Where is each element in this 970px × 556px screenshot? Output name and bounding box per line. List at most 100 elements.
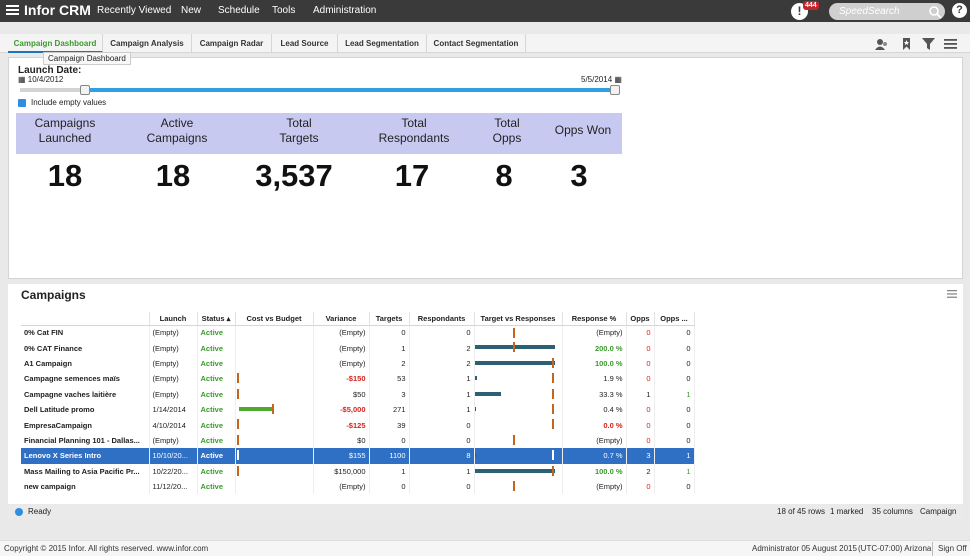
campaigns-title: Campaigns — [21, 288, 86, 302]
col-header-status[interactable]: Status ▴ — [197, 312, 236, 326]
tab-campaign-radar[interactable]: Campaign Radar — [192, 34, 272, 53]
search-input[interactable] — [839, 5, 925, 18]
cell-campaign-name: Lenovo X Series Intro — [21, 448, 150, 464]
table-row[interactable]: Dell Latitude promo 1/14/2014 Active -$5,00… — [21, 401, 695, 418]
start-date[interactable]: ▦ 10/4/2012 — [18, 75, 64, 84]
col-header-launch[interactable]: Launch — [149, 312, 198, 326]
cell-cost-vs-budget — [235, 478, 314, 495]
include-empty-checkbox[interactable] — [18, 99, 26, 107]
col-header-targets[interactable]: Targets — [369, 312, 410, 326]
cell-launch: (Empty) — [149, 325, 198, 341]
tab-lead-segmentation[interactable]: Lead Segmentation — [338, 34, 427, 53]
tab-contact-segmentation[interactable]: Contact Segmentation — [427, 34, 526, 53]
cell-variance: $155 — [313, 448, 370, 464]
cell-respondants: 0 — [409, 325, 475, 341]
calendar-icon[interactable]: ▦ — [18, 75, 28, 84]
target-marker — [551, 465, 554, 476]
cell-campaign-name: EmpresaCampaign — [21, 417, 150, 433]
kpi-value-total-respondants: 17 — [394, 158, 430, 193]
tab-campaign-analysis[interactable]: Campaign Analysis — [103, 34, 192, 53]
table-row[interactable]: EmpresaCampaign 4/10/2014 Active -$125 39 0 0.… — [21, 417, 695, 433]
nav-administration[interactable]: Administration — [313, 5, 377, 16]
cell-response-pct: 100.0 % — [562, 355, 627, 372]
cell-target-vs-responses — [474, 340, 563, 356]
target-marker — [551, 419, 554, 430]
search-icon[interactable] — [928, 5, 942, 19]
cell-cost-vs-budget — [235, 386, 314, 402]
cell-respondants: 8 — [409, 448, 475, 464]
col-header-response-pct[interactable]: Response % — [562, 312, 627, 326]
nav-recently-viewed[interactable]: Recently Viewed — [97, 5, 172, 16]
cell-launch: 10/22/20... — [149, 463, 198, 479]
table-header-row: Launch Status ▴ Cost vs Budget Variance … — [21, 312, 695, 326]
budget-marker — [236, 465, 239, 476]
status-marked: 1 marked — [830, 507, 864, 516]
table-row[interactable]: Mass Mailing to Asia Pacific Pr... 10/22/… — [21, 463, 695, 479]
target-marker — [512, 480, 515, 491]
cell-opps: 0 — [626, 417, 655, 433]
tab-campaign-dashboard[interactable]: Campaign Dashboard — [8, 34, 103, 53]
kpi-value-total-opps: 8 — [495, 158, 513, 193]
cell-opps-won: 0 — [654, 417, 695, 433]
date-range-slider[interactable] — [20, 88, 614, 92]
calendar-icon[interactable]: ▦ — [612, 75, 622, 84]
cell-target-vs-responses — [474, 325, 563, 341]
kpi-title-total-targets: Total Targets — [279, 116, 319, 145]
col-header-target-vs-responses[interactable]: Target vs Responses — [474, 312, 563, 326]
cell-response-pct: 100.0 % — [562, 463, 627, 479]
table-row[interactable]: A1 Campaign (Empty) Active (Empty) 2 2 100.0 %… — [21, 355, 695, 372]
sign-off-link[interactable]: Sign Off — [932, 542, 967, 556]
end-date[interactable]: 5/5/2014 ▦ — [581, 75, 622, 84]
kpi-title-active-campaigns: Active Campaigns — [146, 116, 208, 145]
filter-icon[interactable] — [922, 38, 935, 50]
list-menu-icon[interactable] — [947, 290, 957, 298]
cell-status: Active — [197, 371, 236, 387]
kpi-value-total-targets: 3,537 — [255, 158, 333, 193]
slider-start-handle[interactable] — [80, 85, 90, 95]
users-icon[interactable] — [875, 38, 888, 50]
table-row[interactable]: 0% Cat FIN (Empty) Active (Empty) 0 0 (Empty) 0… — [21, 325, 695, 341]
col-header-respondants[interactable]: Respondants — [409, 312, 475, 326]
col-header-cost-vs-budget[interactable]: Cost vs Budget — [235, 312, 314, 326]
more-menu-icon[interactable] — [944, 38, 957, 50]
nav-tools[interactable]: Tools — [272, 5, 296, 16]
slider-end-handle[interactable] — [610, 85, 620, 95]
nav-schedule[interactable]: Schedule — [218, 5, 260, 16]
cell-respondants: 1 — [409, 401, 475, 418]
cell-response-pct: 1.9 % — [562, 371, 627, 387]
col-header-variance[interactable]: Variance — [313, 312, 370, 326]
cell-opps-won: 1 — [654, 386, 695, 402]
tab-lead-source[interactable]: Lead Source — [272, 34, 338, 53]
cell-campaign-name: new campaign — [21, 478, 150, 495]
status-entity: Campaign — [920, 507, 957, 516]
col-header-name[interactable] — [21, 312, 150, 326]
cell-cost-vs-budget — [235, 401, 314, 418]
copyright-text: Copyright © 2015 Infor. All rights reser… — [4, 544, 209, 553]
table-row[interactable]: new campaign 11/12/20... Active (Empty) 0 0 (E… — [21, 478, 695, 495]
tab-bar: Campaign Dashboard Campaign Analysis Cam… — [0, 34, 970, 53]
cell-opps: 0 — [626, 340, 655, 356]
table-row[interactable]: Campagne vaches laitière (Empty) Active $50… — [21, 386, 695, 402]
table-row[interactable]: Campagne semences maïs (Empty) Active -$150… — [21, 371, 695, 387]
table-row[interactable]: Lenovo X Series Intro 10/10/20... Active $1… — [21, 448, 695, 464]
app-brand[interactable]: Infor CRM — [6, 2, 91, 18]
col-header-opps[interactable]: Opps — [626, 312, 655, 326]
table-row[interactable]: Financial Planning 101 - Dallas... (Empty… — [21, 432, 695, 449]
menu-icon[interactable] — [6, 4, 19, 16]
col-header-opps-won[interactable]: Opps ... — [654, 312, 695, 326]
target-marker — [551, 403, 554, 414]
target-marker — [551, 357, 554, 368]
kpi-value-campaigns-launched: 18 — [47, 158, 83, 193]
table-row[interactable]: 0% CAT Finance (Empty) Active (Empty) 1 2 200.… — [21, 340, 695, 356]
cell-launch: (Empty) — [149, 371, 198, 387]
target-marker — [551, 373, 554, 384]
cell-opps: 0 — [626, 478, 655, 495]
cell-campaign-name: Dell Latitude promo — [21, 401, 150, 418]
bookmark-icon[interactable] — [900, 38, 913, 50]
cell-variance: -$125 — [313, 417, 370, 433]
cell-opps-won: 0 — [654, 371, 695, 387]
help-icon[interactable]: ? — [952, 3, 967, 18]
app-title: Infor CRM — [24, 2, 91, 18]
nav-new[interactable]: New — [181, 5, 202, 16]
cell-variance: (Empty) — [313, 355, 370, 372]
